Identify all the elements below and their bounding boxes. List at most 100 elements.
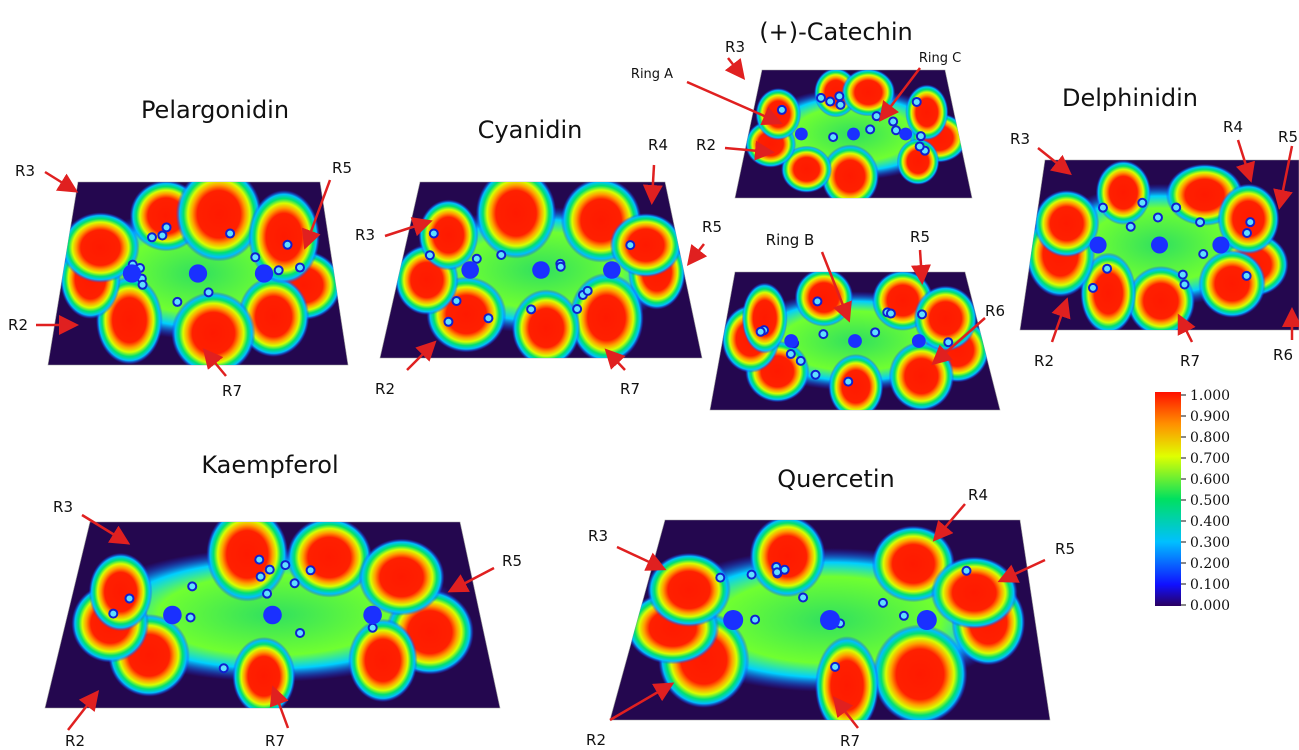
colorbar-label: 0.100	[1190, 577, 1230, 593]
elf-map	[735, 68, 972, 208]
nucleus	[369, 624, 377, 632]
panel-title: Kaempferol	[201, 451, 338, 479]
ring-hole	[1090, 237, 1107, 254]
ring-hole	[899, 128, 912, 141]
nucleus	[426, 251, 434, 259]
lobe	[287, 517, 372, 597]
lobe	[206, 507, 288, 601]
nucleus	[573, 305, 581, 313]
panel-title: Pelargonidin	[141, 96, 289, 124]
ring-hole	[189, 264, 207, 282]
colorbar-label: 0.200	[1190, 556, 1230, 572]
nucleus	[1172, 203, 1180, 211]
nucleus	[173, 298, 181, 306]
ring-hole	[784, 334, 798, 348]
elf-map	[45, 507, 500, 715]
site-label: Ring A	[631, 67, 673, 82]
panel-title: Cyanidin	[478, 116, 583, 144]
ring-hole	[263, 606, 282, 625]
nucleus	[873, 112, 881, 120]
nucleus	[626, 241, 634, 249]
site-label: R7	[222, 382, 242, 400]
nucleus	[1243, 229, 1251, 237]
lobe	[569, 273, 644, 363]
nucleus	[1179, 271, 1187, 279]
lobe	[610, 213, 682, 277]
nucleus	[257, 573, 265, 581]
lobe	[889, 342, 955, 411]
lobe	[512, 289, 581, 366]
site-label: R3	[588, 527, 608, 545]
nucleus	[787, 350, 795, 358]
ring-hole	[917, 610, 937, 630]
colorbar: 0.0000.1000.2000.3000.4000.5000.6000.700…	[1155, 388, 1230, 614]
site-label: R7	[620, 380, 640, 398]
site-label: R5	[702, 218, 722, 236]
nucleus	[281, 561, 289, 569]
nucleus	[811, 371, 819, 379]
nucleus	[296, 264, 304, 272]
nucleus	[836, 101, 844, 109]
page: {"panels":[ {"title":"Pelargonidin","lab…	[0, 0, 1299, 750]
nucleus	[430, 230, 438, 238]
nucleus	[158, 231, 166, 239]
nucleus	[1154, 213, 1162, 221]
nucleus	[900, 612, 908, 620]
colorbar-gradient	[1155, 392, 1181, 606]
lobe	[359, 539, 445, 616]
nucleus	[835, 92, 843, 100]
colorbar-label: 0.900	[1190, 409, 1230, 425]
ring-hole	[820, 610, 840, 630]
lobe	[1198, 250, 1266, 318]
colorbar-label: 0.400	[1190, 514, 1230, 530]
nucleus	[748, 571, 756, 579]
site-label: R3	[15, 162, 35, 180]
site-label: Ring C	[919, 51, 961, 66]
lobe	[476, 168, 556, 259]
nucleus	[889, 118, 897, 126]
nucleus	[291, 579, 299, 587]
nucleus	[799, 593, 807, 601]
nucleus	[916, 142, 924, 150]
panel-title: (+)-Catechin	[759, 18, 912, 46]
lobe	[418, 200, 478, 271]
nucleus	[163, 223, 171, 231]
site-label: R7	[1180, 352, 1200, 370]
ring-hole	[163, 606, 182, 625]
nucleus	[819, 330, 827, 338]
ring-hole	[123, 264, 141, 282]
site-label: R5	[910, 228, 930, 246]
ring-hole	[848, 334, 862, 348]
lobe	[89, 553, 153, 631]
lobe	[742, 283, 788, 354]
nucleus	[148, 233, 156, 241]
nucleus	[844, 378, 852, 386]
site-label: R3	[725, 38, 745, 56]
nucleus	[584, 287, 592, 295]
nucleus	[473, 255, 481, 263]
ring-hole	[603, 261, 621, 279]
nucleus	[266, 566, 274, 574]
nucleus	[962, 567, 970, 575]
nucleus	[918, 310, 926, 318]
nucleus	[444, 318, 452, 326]
site-label: R4	[968, 486, 988, 504]
nucleus	[275, 266, 283, 274]
nucleus	[817, 94, 825, 102]
nucleus	[1099, 204, 1107, 212]
nucleus	[284, 241, 292, 249]
elf-map	[610, 516, 1050, 735]
nucleus	[773, 568, 781, 576]
nucleus	[813, 297, 821, 305]
nucleus	[557, 263, 565, 271]
nucleus	[109, 610, 117, 618]
site-label: Ring B	[766, 231, 815, 249]
nucleus	[125, 594, 133, 602]
lobe	[647, 553, 731, 627]
site-label: R5	[1055, 540, 1075, 558]
lobe	[841, 68, 895, 116]
site-label: R3	[53, 498, 73, 516]
site-label: R2	[696, 136, 716, 154]
lobe	[795, 268, 854, 326]
ring-hole	[255, 264, 273, 282]
